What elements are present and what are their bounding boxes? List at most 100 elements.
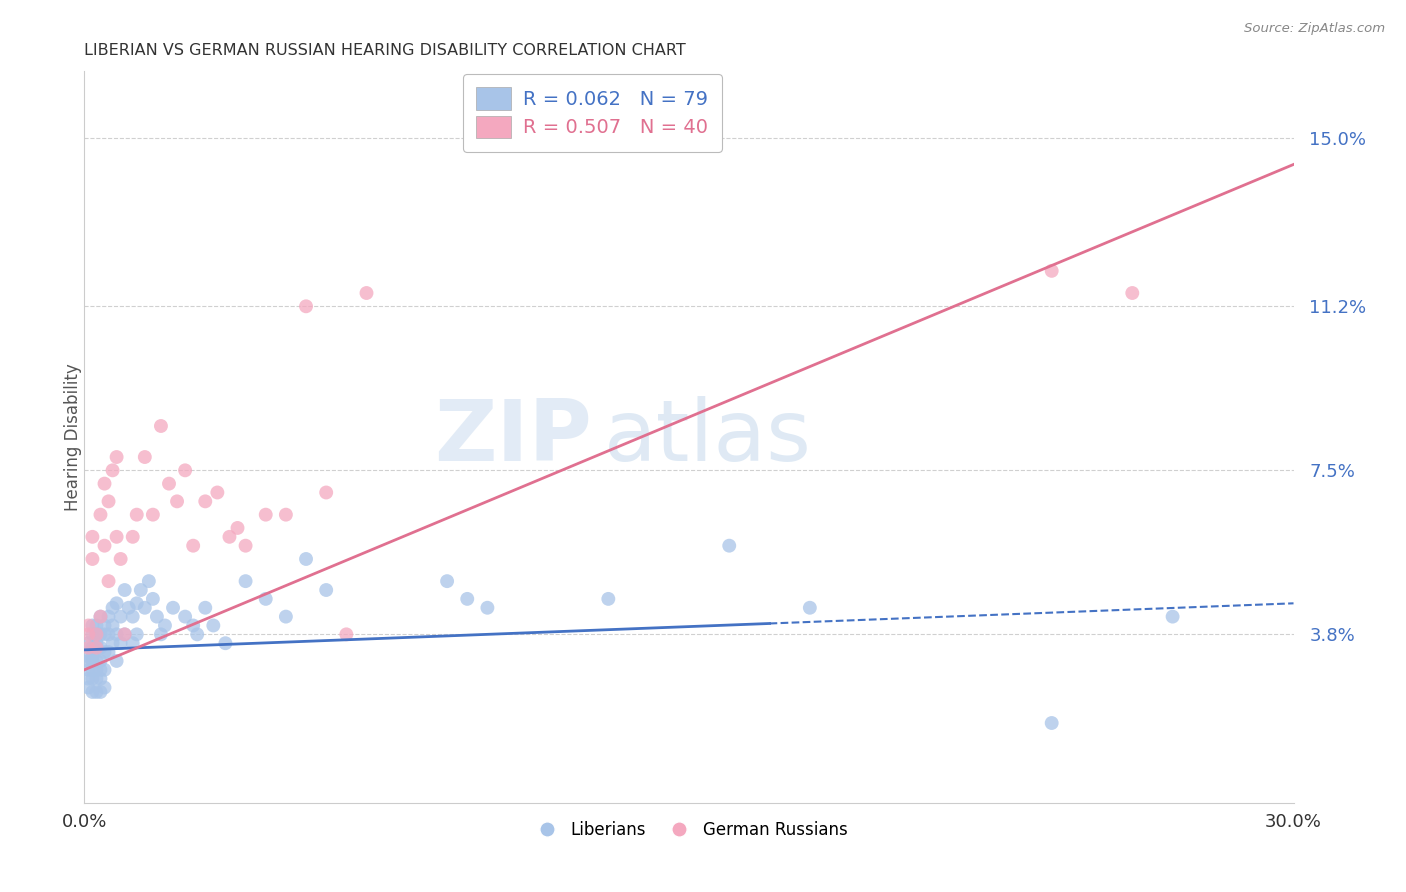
Point: [77, 640, 100, 655]
Point: [86, 685, 108, 699]
Point: [194, 494, 217, 508]
Point: [93, 645, 115, 659]
Point: [157, 476, 180, 491]
Point: [86, 627, 108, 641]
Point: [315, 582, 337, 597]
Point: [86, 640, 108, 655]
Point: [274, 508, 297, 522]
Point: [110, 552, 132, 566]
Point: [477, 600, 499, 615]
Point: [105, 450, 128, 464]
Point: [101, 463, 124, 477]
Point: [121, 636, 143, 650]
Point: [125, 627, 148, 641]
Point: [235, 539, 257, 553]
Point: [125, 508, 148, 522]
Point: [82, 552, 104, 566]
Point: [254, 508, 277, 522]
Point: [138, 574, 160, 589]
Point: [77, 654, 100, 668]
Point: [162, 600, 184, 615]
Point: [114, 582, 136, 597]
Point: [77, 649, 100, 664]
Point: [82, 654, 104, 668]
Point: [77, 681, 100, 695]
Point: [166, 494, 188, 508]
Point: [101, 600, 124, 615]
Point: [82, 685, 104, 699]
Y-axis label: Hearing Disability: Hearing Disability: [65, 363, 82, 511]
Point: [82, 640, 104, 655]
Text: atlas: atlas: [605, 395, 813, 479]
Point: [214, 636, 236, 650]
Point: [110, 609, 132, 624]
Point: [207, 485, 229, 500]
Point: [82, 672, 104, 686]
Point: [114, 627, 136, 641]
Point: [436, 574, 458, 589]
Point: [89, 663, 111, 677]
Point: [1121, 285, 1143, 300]
Point: [335, 627, 357, 641]
Point: [456, 591, 478, 606]
Point: [153, 618, 176, 632]
Point: [186, 627, 208, 641]
Point: [315, 485, 337, 500]
Point: [105, 530, 128, 544]
Point: [89, 685, 111, 699]
Point: [1161, 609, 1184, 624]
Point: [142, 591, 165, 606]
Point: [82, 649, 104, 664]
Point: [97, 645, 120, 659]
Point: [89, 654, 111, 668]
Text: Source: ZipAtlas.com: Source: ZipAtlas.com: [1244, 22, 1385, 36]
Point: [149, 627, 172, 641]
Point: [89, 627, 111, 641]
Point: [82, 530, 104, 544]
Point: [93, 663, 115, 677]
Point: [77, 618, 100, 632]
Point: [125, 596, 148, 610]
Point: [82, 663, 104, 677]
Point: [295, 299, 318, 313]
Point: [295, 552, 318, 566]
Point: [181, 618, 204, 632]
Point: [356, 285, 378, 300]
Point: [121, 530, 143, 544]
Point: [89, 508, 111, 522]
Point: [93, 539, 115, 553]
Point: [114, 627, 136, 641]
Point: [105, 627, 128, 641]
Text: LIBERIAN VS GERMAN RUSSIAN HEARING DISABILITY CORRELATION CHART: LIBERIAN VS GERMAN RUSSIAN HEARING DISAB…: [84, 43, 686, 58]
Point: [174, 463, 197, 477]
Point: [134, 450, 156, 464]
Text: ZIP: ZIP: [434, 395, 592, 479]
Point: [77, 663, 100, 677]
Point: [598, 591, 620, 606]
Point: [202, 618, 225, 632]
Point: [1040, 264, 1063, 278]
Point: [121, 609, 143, 624]
Point: [93, 681, 115, 695]
Point: [89, 609, 111, 624]
Point: [93, 618, 115, 632]
Point: [274, 609, 297, 624]
Point: [226, 521, 249, 535]
Point: [82, 627, 104, 641]
Point: [254, 591, 277, 606]
Point: [105, 654, 128, 668]
Point: [97, 574, 120, 589]
Point: [118, 600, 141, 615]
Point: [149, 419, 172, 434]
Point: [105, 596, 128, 610]
Point: [97, 609, 120, 624]
Point: [89, 672, 111, 686]
Point: [86, 636, 108, 650]
Point: [146, 609, 169, 624]
Point: [86, 640, 108, 655]
Point: [110, 636, 132, 650]
Point: [101, 636, 124, 650]
Point: [799, 600, 821, 615]
Point: [93, 627, 115, 641]
Point: [194, 600, 217, 615]
